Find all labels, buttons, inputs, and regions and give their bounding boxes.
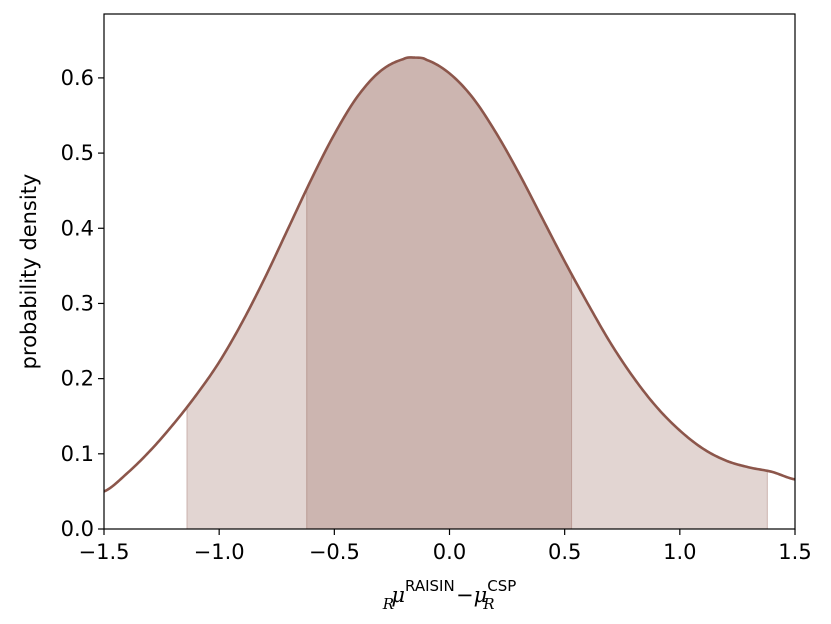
- curve-layer: [103, 56, 796, 493]
- y-tick-label: 0.2: [61, 367, 94, 391]
- x-tick-label: 0.0: [433, 540, 466, 564]
- y-tick-label: 0.0: [61, 517, 94, 541]
- y-tick-label: 0.1: [61, 442, 94, 466]
- y-tick-label: 0.5: [61, 141, 94, 165]
- x-axis-ticks: −1.5 −1.0 −0.5 0.0 0.5 1.0 1.5: [79, 529, 812, 564]
- interval-fills: [186, 56, 768, 530]
- x-tick-label: −1.5: [79, 540, 130, 564]
- credible-interval-fill-2: [306, 56, 573, 530]
- y-tick-label: 0.4: [61, 216, 94, 240]
- x-tick-label: −1.0: [194, 540, 245, 564]
- x-axis-label: μRAISIN R −μCSP R: [382, 577, 517, 613]
- x-tick-label: 1.5: [778, 540, 811, 564]
- x-tick-label: −0.5: [309, 540, 360, 564]
- density-curve: [103, 56, 796, 493]
- y-axis-label: probability density: [17, 174, 41, 370]
- x-tick-label: 0.5: [548, 540, 581, 564]
- x-tick-label: 1.0: [663, 540, 696, 564]
- y-axis-ticks: 0.0 0.1 0.2 0.3 0.4 0.5 0.6: [61, 66, 104, 541]
- y-tick-label: 0.3: [61, 291, 94, 315]
- y-tick-label: 0.6: [61, 66, 94, 90]
